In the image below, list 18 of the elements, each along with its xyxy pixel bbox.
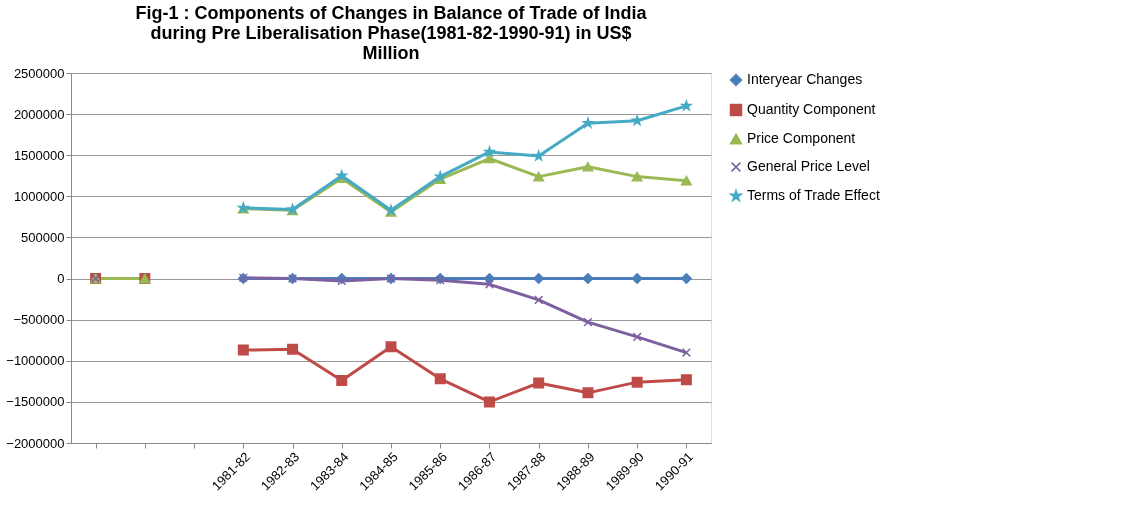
- text: Fig-1 : Components of Changes in Balance of Trade of India: [135, 3, 647, 23]
- text: during Pre Liberalisation Phase(1981-82-1990-91) in US$: [150, 23, 632, 43]
- text: Million: [362, 43, 420, 63]
- y-tick-label: 500000: [21, 229, 65, 245]
- y-tick-label: −1000000: [6, 353, 65, 369]
- y-tick-label: −500000: [13, 312, 65, 328]
- legend-label: General Price Level: [747, 158, 870, 174]
- y-tick-label: −2000000: [6, 435, 65, 451]
- y-tick-label: 1500000: [13, 147, 65, 163]
- legend-label: Terms of Trade Effect: [747, 187, 880, 203]
- legend-label: Quantity Component: [747, 101, 876, 117]
- legend-label: Interyear Changes: [747, 71, 863, 87]
- y-tick-label: −1500000: [6, 394, 65, 410]
- y-tick-label: 2500000: [13, 65, 65, 81]
- legend-label: Price Component: [747, 130, 856, 146]
- y-tick-label: 2000000: [13, 106, 65, 122]
- y-tick-label: 0: [57, 271, 65, 287]
- y-tick-label: 1000000: [13, 188, 65, 204]
